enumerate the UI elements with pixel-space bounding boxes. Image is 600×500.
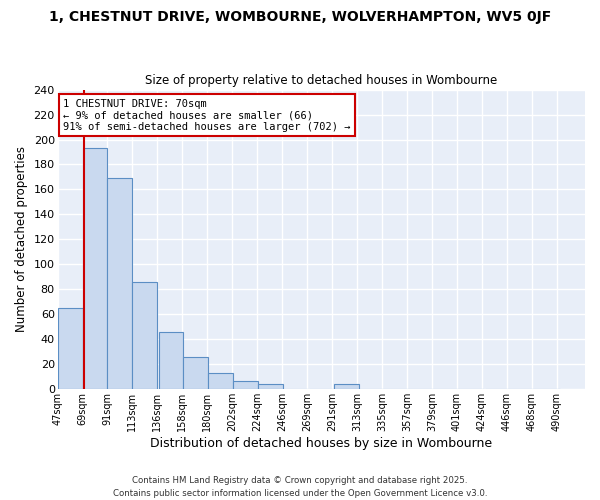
Text: 1 CHESTNUT DRIVE: 70sqm
← 9% of detached houses are smaller (66)
91% of semi-det: 1 CHESTNUT DRIVE: 70sqm ← 9% of detached…	[63, 98, 350, 132]
Bar	[259, 384, 283, 390]
Bar	[133, 282, 157, 390]
Text: Contains HM Land Registry data © Crown copyright and database right 2025.
Contai: Contains HM Land Registry data © Crown c…	[113, 476, 487, 498]
Bar	[58, 308, 83, 390]
Bar	[208, 373, 233, 390]
Bar	[83, 148, 107, 390]
Text: 1, CHESTNUT DRIVE, WOMBOURNE, WOLVERHAMPTON, WV5 0JF: 1, CHESTNUT DRIVE, WOMBOURNE, WOLVERHAMP…	[49, 10, 551, 24]
Bar	[233, 380, 259, 390]
Bar	[184, 357, 208, 390]
Bar	[107, 178, 133, 390]
Bar	[334, 384, 359, 390]
Title: Size of property relative to detached houses in Wombourne: Size of property relative to detached ho…	[145, 74, 497, 87]
X-axis label: Distribution of detached houses by size in Wombourne: Distribution of detached houses by size …	[150, 437, 493, 450]
Bar	[158, 332, 184, 390]
Y-axis label: Number of detached properties: Number of detached properties	[15, 146, 28, 332]
